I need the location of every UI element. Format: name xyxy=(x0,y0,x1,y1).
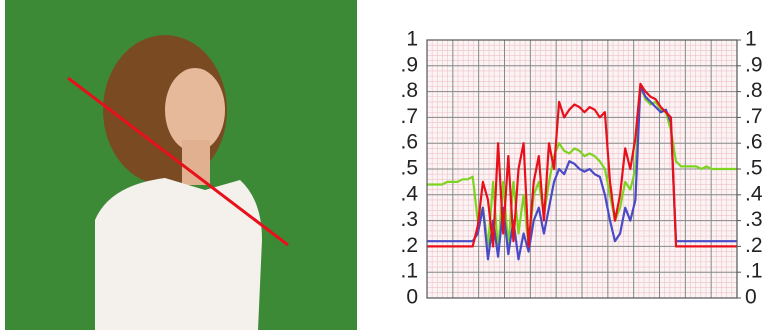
photo xyxy=(5,0,357,330)
y2-tick-label: 1 xyxy=(745,28,757,51)
y-tick-label: .3 xyxy=(400,208,418,231)
shirt xyxy=(95,178,262,330)
y2-tick-label: .8 xyxy=(745,79,762,102)
y-tick-label: 0 xyxy=(406,286,418,309)
y-tick-label: .7 xyxy=(400,105,418,128)
y-tick-label: .1 xyxy=(400,260,418,283)
measure-line xyxy=(67,76,289,247)
y2-tick-label: .3 xyxy=(745,208,762,231)
y2-tick-label: .6 xyxy=(745,131,762,154)
neck xyxy=(182,140,210,185)
data-line xyxy=(427,82,737,248)
y-tick-label: .5 xyxy=(400,157,418,180)
y-tick-label: 1 xyxy=(406,28,418,51)
y-tick-label: .4 xyxy=(400,182,418,205)
face xyxy=(165,68,225,152)
y-tick-label: .6 xyxy=(400,131,418,154)
y-tick-label: .9 xyxy=(400,53,418,76)
data-line xyxy=(427,85,737,261)
plot-frame xyxy=(426,39,738,299)
y-tick-label: .8 xyxy=(400,79,418,102)
y2-tick-label: .9 xyxy=(745,53,762,76)
y2-tick-label: .2 xyxy=(745,234,762,257)
y2-tick-label: 0 xyxy=(745,286,757,309)
y-tick-label: .2 xyxy=(400,234,418,257)
chart: 0.1.2.3.4.5.6.7.8.910.1.2.3.4.5.6.7.8.91 xyxy=(400,28,762,309)
y2-tick-label: .4 xyxy=(745,182,762,205)
y2-tick-label: .7 xyxy=(745,105,762,128)
y2-tick-label: .5 xyxy=(745,157,762,180)
y2-tick-label: .1 xyxy=(745,260,762,283)
